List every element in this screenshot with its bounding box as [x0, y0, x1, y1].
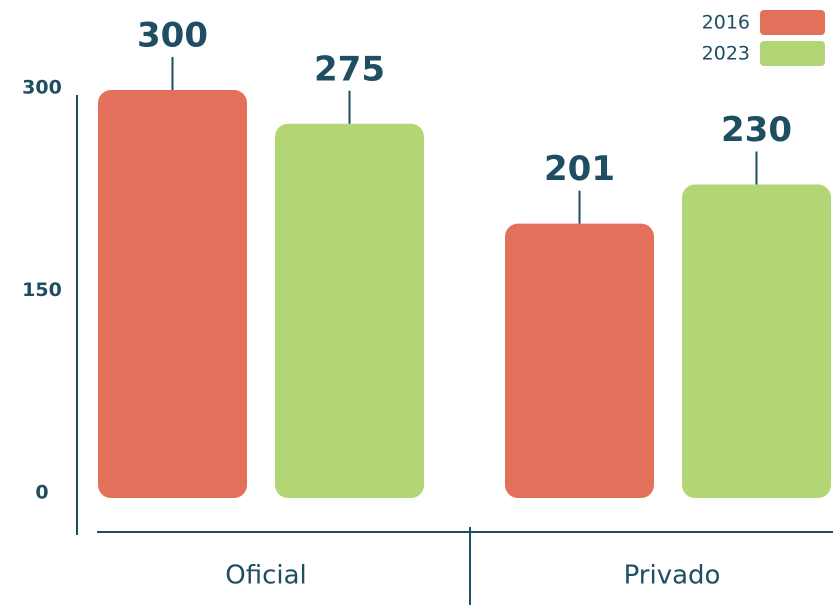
legend-label: 2016	[702, 12, 750, 34]
value-label: 201	[544, 149, 615, 189]
legend-swatch	[760, 41, 825, 66]
bar	[275, 123, 424, 498]
y-tick-label: 0	[35, 482, 48, 504]
legend-swatch	[760, 10, 825, 35]
bar	[505, 223, 654, 498]
value-label: 230	[721, 110, 792, 150]
x-tick-label: Oficial	[225, 561, 307, 591]
y-tick-label: 300	[22, 77, 62, 99]
y-tick-label: 150	[22, 279, 62, 301]
value-label: 300	[137, 16, 208, 56]
legend-label: 2023	[702, 43, 750, 65]
x-tick-label: Privado	[624, 561, 721, 591]
bar	[682, 184, 831, 498]
bar	[98, 90, 247, 498]
value-label: 275	[314, 49, 385, 89]
